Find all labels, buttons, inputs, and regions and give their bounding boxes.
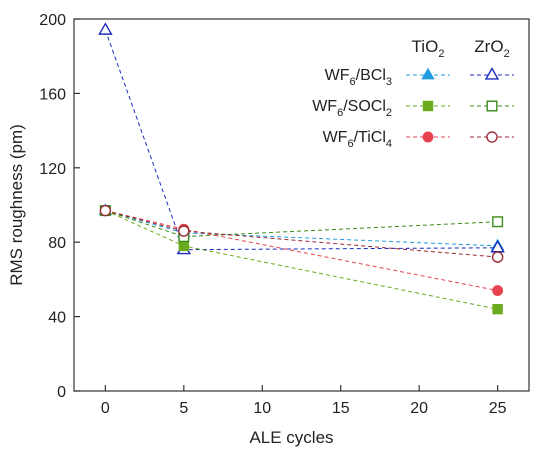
data-point [98, 22, 113, 35]
data-point [99, 204, 112, 217]
x-axis-title: ALE cycles [249, 428, 333, 447]
legend-row-label: WF6/SOCl2 [312, 98, 392, 119]
y-tick-label: 120 [39, 161, 66, 178]
legend-row-label: WF6/BCl3 [325, 67, 392, 88]
axis-titles: ALE cycles RMS roughness (pm) [7, 124, 334, 447]
series-lines [104, 29, 498, 310]
y-tick-label: 80 [48, 235, 66, 252]
x-tick-label: 15 [332, 400, 350, 417]
x-tick-label: 10 [253, 400, 271, 417]
series-line-0 [105, 210, 498, 247]
y-tick-label: 0 [57, 384, 66, 401]
plot-frame [73, 18, 530, 392]
data-point [178, 225, 190, 237]
data-point [492, 303, 503, 315]
legend-marker [422, 100, 434, 112]
series-line-5 [105, 210, 498, 258]
data-point [492, 216, 504, 228]
y-axis-title: RMS roughness (pm) [7, 124, 26, 286]
series-line-3 [105, 210, 498, 238]
series-line-1 [104, 29, 498, 251]
legend-row-label: WF6/TiCl4 [323, 129, 392, 150]
data-point [491, 251, 504, 263]
x-tick-label: 5 [179, 400, 188, 417]
data-point [178, 240, 190, 252]
legend: TiO2 ZrO2 WF6/BCl3 WF6/SOCl2 WF6/TiCl4 [312, 37, 514, 150]
y-tick-label: 160 [39, 86, 66, 103]
x-tick-label: 25 [489, 400, 507, 417]
x-tick-label: 20 [410, 400, 428, 417]
legend-marker [486, 100, 498, 112]
series-line-2 [105, 210, 498, 310]
legend-column-header: TiO2 [412, 37, 445, 60]
series-line-4 [105, 210, 498, 292]
y-tick-label: 200 [39, 12, 66, 29]
axis-ticks: 0 5 10 15 20 25 0 40 80 120 160 200 [39, 12, 506, 417]
legend-marker [422, 131, 434, 143]
legend-column-header: ZrO2 [474, 37, 509, 60]
series-markers [98, 22, 505, 315]
data-point [492, 285, 504, 296]
legend-marker [484, 67, 500, 80]
y-tick-label: 40 [48, 310, 66, 327]
x-tick-label: 0 [101, 400, 110, 417]
legend-marker [486, 131, 498, 143]
legend-marker [421, 67, 435, 80]
